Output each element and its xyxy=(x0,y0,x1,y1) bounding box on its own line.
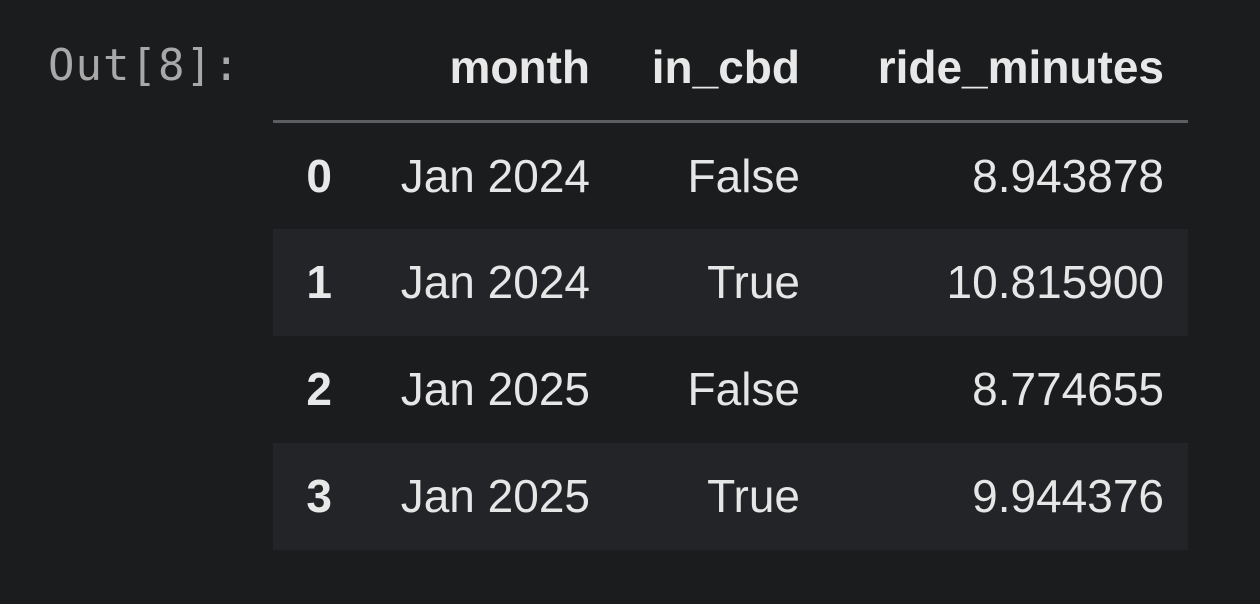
cell-in-cbd: True xyxy=(707,256,800,308)
row-index: 3 xyxy=(306,470,332,522)
cell-in-cbd: False xyxy=(687,149,800,202)
column-header-month: month xyxy=(356,14,614,123)
cell-ride-minutes: 8.774655 xyxy=(972,363,1164,415)
table-row: 0 Jan 2024 False 8.943878 xyxy=(273,122,1188,229)
cell-month: Jan 2025 xyxy=(400,363,590,415)
column-header-in-cbd: in_cbd xyxy=(614,14,824,123)
cell-month: Jan 2025 xyxy=(400,470,590,522)
table-row: 3 Jan 2025 True 9.944376 xyxy=(273,442,1188,550)
table-row: 2 Jan 2025 False 8.774655 xyxy=(273,336,1188,443)
cell-in-cbd: False xyxy=(687,363,800,415)
index-header xyxy=(273,14,356,123)
output-prompt: Out[8]: xyxy=(48,40,241,91)
row-index: 2 xyxy=(306,363,332,415)
cell-ride-minutes: 9.944376 xyxy=(972,470,1164,522)
table-row: 1 Jan 2024 True 10.815900 xyxy=(273,228,1188,336)
dataframe-table: month in_cbd ride_minutes 0 Jan 2024 Fal… xyxy=(273,14,1188,550)
cell-month: Jan 2024 xyxy=(400,149,590,202)
header-row: month in_cbd ride_minutes xyxy=(273,14,1188,123)
cell-ride-minutes: 8.943878 xyxy=(972,149,1164,202)
cell-month: Jan 2024 xyxy=(400,256,590,308)
row-index: 1 xyxy=(306,256,332,308)
column-header-ride-minutes: ride_minutes xyxy=(824,14,1188,123)
row-index: 0 xyxy=(306,149,332,202)
cell-ride-minutes: 10.815900 xyxy=(946,256,1164,308)
cell-in-cbd: True xyxy=(707,470,800,522)
